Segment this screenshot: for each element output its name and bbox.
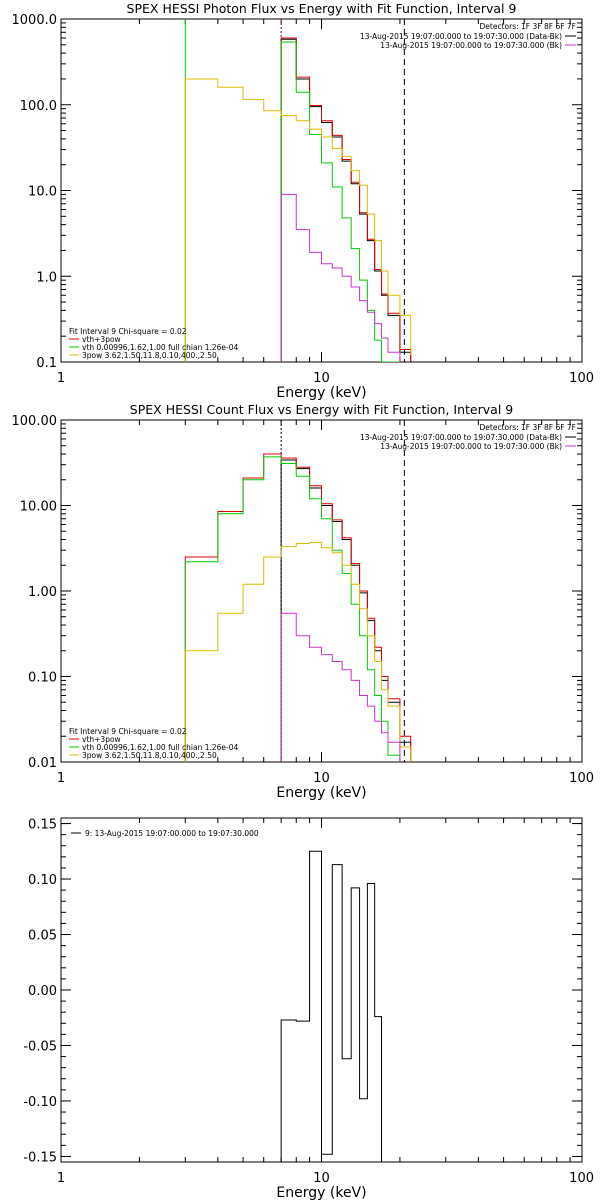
x-tick-label: 10: [313, 771, 330, 786]
series-1-line: [280, 459, 412, 762]
x-tick-label: 1: [57, 771, 65, 786]
series-5-line: [280, 193, 401, 362]
y-tick-label: -0.05: [23, 1039, 57, 1054]
x-axis: 1 10 100: [57, 420, 594, 786]
x-tick-label: 1: [57, 1171, 65, 1186]
y-tick-label: 1000.0: [12, 13, 58, 28]
y-tick-label: 0.10: [28, 671, 57, 686]
y-tick-label: 0.05: [28, 929, 57, 944]
y-tick-label: 1.00: [28, 585, 57, 600]
fit-legend-text: 3pow 3.62,1.50,11.8,0.10,400.,2.50: [82, 351, 217, 360]
detectors-label: Detectors: 1F 3F 8F 6F 7F: [480, 423, 576, 432]
series-1-line: [280, 850, 383, 1162]
data-layer: [280, 850, 383, 1162]
fit-legend-text: vth+3pow: [82, 335, 121, 344]
fit-legend-text: vth 0.00996,1.62,1.00 full chian 1.26e-0…: [82, 743, 239, 752]
y-tick-label: 1.0: [36, 270, 57, 285]
chart-panel-2: SPEX HESSI Count Flux vs Energy with Fit…: [12, 402, 595, 801]
chart-title: SPEX HESSI Count Flux vs Energy with Fit…: [130, 402, 513, 417]
data-layer: [184, 19, 412, 362]
x-axis-label: Energy (keV): [276, 385, 366, 401]
chart-panel-3: 1 10 100 Energy (keV) -0.15 -0.10 -0.05 0.00 0.0…: [23, 817, 594, 1201]
x-tick-label: 1: [57, 371, 65, 386]
y-tick-label: 0.10: [28, 873, 57, 888]
y-axis: -0.15 -0.10 -0.05 0.00 0.05 0.10 0.15: [23, 818, 582, 1165]
x-tick-label: 100: [569, 771, 594, 786]
fit-legend-title: Fit Interval 9 Chi-square = 0.02: [69, 727, 187, 736]
series-4-line: [184, 78, 412, 362]
y-tick-label: 10.00: [20, 500, 57, 515]
series-4-line: [184, 541, 412, 762]
header-legend-text: 13-Aug-2015 19:07:00.000 to 19:07:30.000…: [380, 442, 562, 451]
detectors-label: Detectors: 1F 3F 8F 6F 7F: [480, 22, 576, 31]
y-tick-label: 100.00: [12, 414, 58, 429]
series-5-line: [280, 612, 401, 762]
x-tick-label: 10: [313, 371, 330, 386]
fit-legend-text: vth 0.00996,1.62,1.00 full chian 1.26e-0…: [82, 343, 239, 352]
fit-legend-title: Fit Interval 9 Chi-square = 0.02: [69, 327, 187, 336]
series-3-line: [280, 41, 400, 362]
series-2-line: [184, 453, 412, 762]
y-tick-label: -0.10: [23, 1095, 57, 1110]
x-tick-label: 100: [569, 371, 594, 386]
y-tick-label: 0.1: [36, 356, 57, 371]
y-axis: 0.1 1.0 10.0 100.0 1000.0: [12, 13, 582, 371]
data-layer: [184, 420, 412, 762]
y-tick-label: 100.0: [20, 99, 57, 114]
y-axis: 0.01 0.10 1.00 10.00 100.00: [12, 414, 582, 771]
header-legend-text: 13-Aug-2015 19:07:00.000 to 19:07:30.000…: [360, 433, 562, 442]
fit-legend-text: 3pow 3.62,1.50,11.8,0.10,400.,2.50: [82, 751, 217, 760]
series-2-line: [280, 37, 412, 362]
fit-legend-text: vth+3pow: [82, 735, 121, 744]
y-tick-label: 0.00: [28, 984, 57, 999]
x-axis-label: Energy (keV): [276, 785, 366, 801]
plot-frame: [60, 18, 583, 363]
header-legend-text: 13-Aug-2015 19:07:00.000 to 19:07:30.000…: [380, 41, 562, 50]
x-axis-label: Energy (keV): [276, 1185, 366, 1200]
header-legend-text: 13-Aug-2015 19:07:00.000 to 19:07:30.000…: [360, 32, 562, 41]
plot-frame: [60, 419, 583, 763]
y-tick-label: 0.15: [28, 818, 57, 833]
y-tick-label: 0.01: [28, 756, 57, 771]
x-tick-label: 10: [313, 1171, 330, 1186]
series-3-line: [184, 456, 401, 762]
x-tick-label: 100: [569, 1171, 594, 1186]
x-axis: 1 10 100: [57, 818, 594, 1186]
chart-title: SPEX HESSI Photon Flux vs Energy with Fi…: [127, 1, 517, 16]
y-tick-label: 10.0: [28, 185, 57, 200]
legend-text: 9: 13-Aug-2015 19:07:00.000 to 19:07:30.…: [85, 829, 259, 838]
y-tick-label: -0.15: [23, 1150, 57, 1165]
chart-panel-1: SPEX HESSI Photon Flux vs Energy with Fi…: [12, 1, 595, 401]
